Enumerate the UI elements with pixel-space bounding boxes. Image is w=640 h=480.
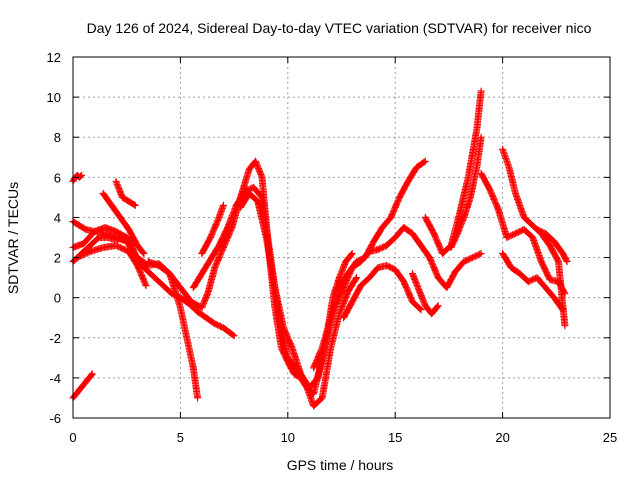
series-arc-f bbox=[99, 189, 141, 250]
x-axis-label: GPS time / hours bbox=[287, 457, 394, 473]
y-tick-label: -6 bbox=[49, 411, 61, 426]
y-tick-label: 6 bbox=[54, 170, 61, 185]
y-tick-label: 4 bbox=[54, 210, 61, 225]
series-arc-m bbox=[310, 157, 429, 372]
series-arc-k bbox=[198, 201, 227, 258]
y-tick-label: 2 bbox=[54, 251, 61, 266]
y-tick-label: -2 bbox=[49, 331, 61, 346]
series-arc-u bbox=[533, 225, 571, 266]
x-tick-label: 15 bbox=[388, 430, 402, 445]
y-tick-label: 8 bbox=[54, 130, 61, 145]
x-tick-label: 25 bbox=[603, 430, 617, 445]
y-axis-label: SDTVAR / TECUs bbox=[5, 182, 21, 294]
x-tick-label: 0 bbox=[69, 430, 76, 445]
series-arc-r bbox=[477, 169, 569, 298]
y-tick-label: 0 bbox=[54, 291, 61, 306]
x-tick-label: 5 bbox=[177, 430, 184, 445]
y-tick-label: -4 bbox=[49, 371, 61, 386]
series-arc-g bbox=[112, 177, 139, 209]
chart-title: Day 126 of 2024, Sidereal Day-to-day VTE… bbox=[87, 20, 592, 36]
series-arc-t bbox=[499, 249, 567, 314]
x-tick-label: 10 bbox=[281, 430, 295, 445]
data-series-layer bbox=[69, 87, 571, 410]
series-arc-s bbox=[499, 145, 569, 330]
y-tick-label: 10 bbox=[47, 90, 61, 105]
axis-ticks: 0 5 10 15 20 25 -6 -4 -2 0 2 4 6 8 10 12 bbox=[47, 50, 618, 445]
series-arc-o bbox=[408, 270, 442, 318]
series-arc-b bbox=[69, 171, 86, 185]
series-arc-q bbox=[447, 133, 485, 252]
series-arc-a bbox=[69, 370, 96, 402]
series-arc-n bbox=[340, 262, 425, 322]
y-tick-label: 12 bbox=[47, 50, 61, 65]
plot-frame bbox=[72, 56, 611, 419]
x-tick-label: 20 bbox=[495, 430, 509, 445]
series-arc-p bbox=[421, 87, 485, 258]
